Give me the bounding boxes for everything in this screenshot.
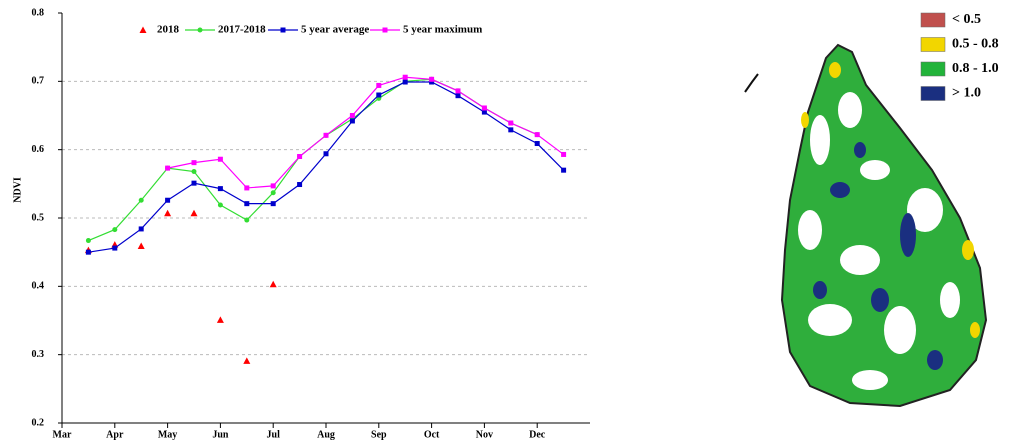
marker	[164, 210, 171, 217]
marker	[376, 93, 381, 98]
marker	[139, 198, 144, 203]
marker	[270, 281, 277, 288]
map-legend-text: > 1.0	[952, 86, 981, 101]
marker	[297, 154, 302, 159]
marker	[112, 246, 117, 251]
marker	[138, 243, 145, 250]
y-axis-label: NDVI	[12, 177, 23, 203]
marker	[244, 201, 249, 206]
map-legend-swatch	[921, 13, 945, 27]
map-legend-text: 0.8 - 1.0	[952, 61, 999, 76]
y-tick-label: 0.5	[32, 212, 45, 223]
y-tick-label: 0.3	[32, 349, 45, 360]
marker	[243, 357, 250, 364]
map-legend-text: 0.5 - 0.8	[952, 37, 999, 52]
marker	[191, 210, 198, 217]
legend-marker	[140, 27, 147, 34]
map-legend-text: < 0.5	[952, 12, 981, 27]
marker	[86, 238, 91, 243]
marker	[165, 166, 170, 171]
y-tick-label: 0.2	[32, 417, 45, 428]
x-tick-label: Mar	[53, 429, 72, 440]
marker	[482, 105, 487, 110]
x-tick-label: Nov	[476, 429, 493, 440]
legend-text: 5 year maximum	[403, 24, 482, 36]
marker	[561, 168, 566, 173]
legend-text: 5 year average	[301, 24, 369, 36]
y-tick-label: 0.6	[32, 144, 45, 155]
map-legend-swatch	[921, 87, 945, 101]
marker	[218, 157, 223, 162]
marker	[535, 141, 540, 146]
marker	[192, 181, 197, 186]
x-tick-label: Jul	[267, 429, 281, 440]
marker	[324, 151, 329, 156]
marker	[218, 203, 223, 208]
marker	[271, 183, 276, 188]
marker	[324, 133, 329, 138]
marker	[350, 118, 355, 123]
y-tick-label: 0.8	[32, 7, 45, 18]
page: NDVI 0.2 0.3 0.4 0.5 0.6 0.7 0.8 Mar Apr May Jun Ju…	[0, 0, 1010, 448]
marker	[403, 75, 408, 80]
marker	[535, 132, 540, 137]
marker	[244, 185, 249, 190]
marker	[271, 201, 276, 206]
marker	[429, 77, 434, 82]
legend-marker	[383, 28, 388, 33]
marker	[112, 227, 117, 232]
series-line	[168, 77, 564, 188]
y-tick-label: 0.7	[32, 76, 45, 87]
x-tick-label: May	[158, 429, 177, 440]
marker	[192, 160, 197, 165]
x-tick-label: Sep	[371, 429, 387, 440]
marker	[350, 113, 355, 118]
marker	[217, 316, 224, 323]
marker	[456, 88, 461, 93]
legend-text: 2018	[157, 24, 180, 36]
marker	[139, 226, 144, 231]
marker	[165, 198, 170, 203]
legend-marker	[198, 28, 203, 33]
marker	[192, 169, 197, 174]
x-tick-label: Apr	[106, 429, 124, 440]
series-line	[88, 82, 563, 252]
x-tick-label: Jun	[212, 429, 229, 440]
y-tick-label: 0.4	[32, 281, 45, 292]
legend-text: 2017-2018	[218, 24, 266, 36]
marker	[561, 152, 566, 157]
marker	[456, 93, 461, 98]
map-legend-swatch	[921, 38, 945, 52]
marker	[271, 190, 276, 195]
x-tick-label: Dec	[529, 429, 546, 440]
legend-marker	[281, 28, 286, 33]
marker	[403, 80, 408, 85]
map-islet	[745, 74, 758, 92]
marker	[244, 218, 249, 223]
marker	[86, 250, 91, 255]
marker	[297, 182, 302, 187]
map	[745, 45, 986, 406]
x-tick-label: Oct	[424, 429, 440, 440]
x-tick-label: Aug	[317, 429, 335, 440]
marker	[218, 186, 223, 191]
marker	[376, 83, 381, 88]
marker	[508, 121, 513, 126]
map-legend-swatch	[921, 62, 945, 76]
marker	[508, 127, 513, 132]
